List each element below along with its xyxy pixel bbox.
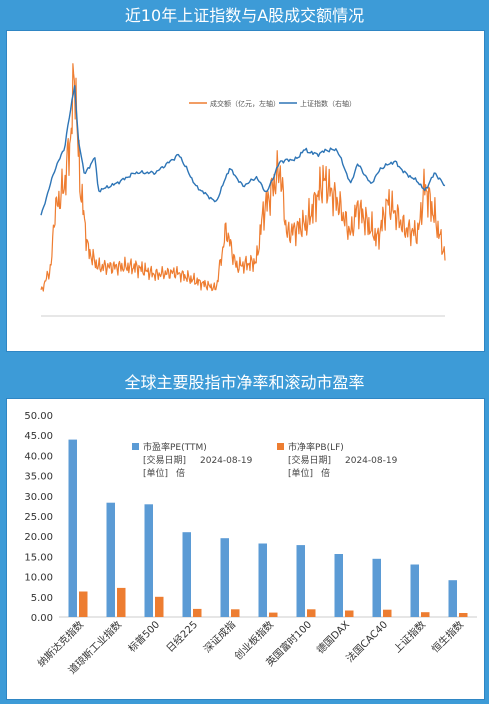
legend-swatch-1 xyxy=(277,443,284,450)
category-label: 日经225 xyxy=(163,618,200,655)
y-tick-label: 35.00 xyxy=(24,472,53,483)
bar-pe xyxy=(258,543,267,617)
y-tick-label: 25.00 xyxy=(24,512,53,523)
bar-pb xyxy=(231,609,240,617)
y-tick-label: 30.00 xyxy=(24,492,53,503)
bar-pe xyxy=(296,545,305,617)
bar-pe xyxy=(182,532,191,617)
legend-series-name: 市盈率PE(TTM) xyxy=(143,441,207,453)
bar-pe xyxy=(220,538,229,617)
bar-pb xyxy=(459,613,468,617)
bar-pe xyxy=(334,554,343,617)
y-tick-label: 50.00 xyxy=(24,411,53,422)
bar-pb xyxy=(345,610,354,617)
y-tick-label: 45.00 xyxy=(24,431,53,442)
bar-pb xyxy=(117,587,126,617)
legend-label-index: 上证指数（右轴） xyxy=(300,99,356,108)
line-chart: 成交额（亿元，左轴） 上证指数（右轴） xyxy=(40,63,446,317)
y-tick-label: 20.00 xyxy=(24,532,53,543)
series-line-0 xyxy=(40,63,446,292)
legend-date: 2024-08-19 xyxy=(200,456,253,466)
legend-date-label: [交易日期] xyxy=(288,454,331,466)
legend-date: 2024-08-19 xyxy=(345,456,398,466)
bar-pb xyxy=(307,609,316,617)
legend-unit: 倍 xyxy=(321,467,330,479)
category-label: 德国DAX xyxy=(314,618,352,656)
y-tick-label: 5.00 xyxy=(31,593,53,604)
legend-unit-label: [单位] xyxy=(288,467,313,479)
chart1-title: 近10年上证指数与A股成交额情况 xyxy=(124,6,365,25)
line-chart-panel: 成交额（亿元，左轴） 上证指数（右轴） xyxy=(6,30,485,352)
bar-pb xyxy=(383,609,392,617)
y-tick-label: 40.00 xyxy=(24,451,53,462)
bar-pb xyxy=(269,612,278,617)
bar-chart: 0.00 5.00 10.00 15.00 20.00 25.00 30.00 35.00 40… xyxy=(24,411,477,677)
legend-label-turnover: 成交额（亿元，左轴） xyxy=(210,99,280,108)
y-tick-label: 15.00 xyxy=(24,552,53,563)
bar-pb xyxy=(155,596,164,617)
legend-unit: 倍 xyxy=(176,467,185,479)
bar-pe xyxy=(410,564,419,617)
legend-swatch-0 xyxy=(132,443,139,450)
legend-date-label: [交易日期] xyxy=(143,454,186,466)
bar-pe xyxy=(106,502,115,617)
bar-pb xyxy=(193,608,202,617)
category-label: 恒生指数 xyxy=(429,618,466,655)
bar-pe xyxy=(144,504,153,617)
bar-chart-panel: 0.00 5.00 10.00 15.00 20.00 25.00 30.00 35.00 40… xyxy=(6,398,485,700)
legend-series-name: 市净率PB(LF) xyxy=(288,441,344,453)
category-label: 上证指数 xyxy=(391,618,428,655)
y-tick-label: 10.00 xyxy=(24,573,53,584)
category-label: 法国CAC40 xyxy=(343,618,390,665)
bar-pe xyxy=(68,439,77,617)
chart2-title: 全球主要股指市净率和滚动市盈率 xyxy=(124,373,365,392)
series-line-1 xyxy=(40,85,446,216)
bar-pb xyxy=(79,591,88,617)
y-tick-label: 0.00 xyxy=(31,613,53,624)
category-label: 深证成指 xyxy=(201,618,238,655)
bar-pb xyxy=(421,612,430,617)
category-label: 标普500 xyxy=(125,618,162,655)
legend-unit-label: [单位] xyxy=(143,467,168,479)
bar-pe xyxy=(448,580,457,617)
bar-pe xyxy=(372,558,381,617)
